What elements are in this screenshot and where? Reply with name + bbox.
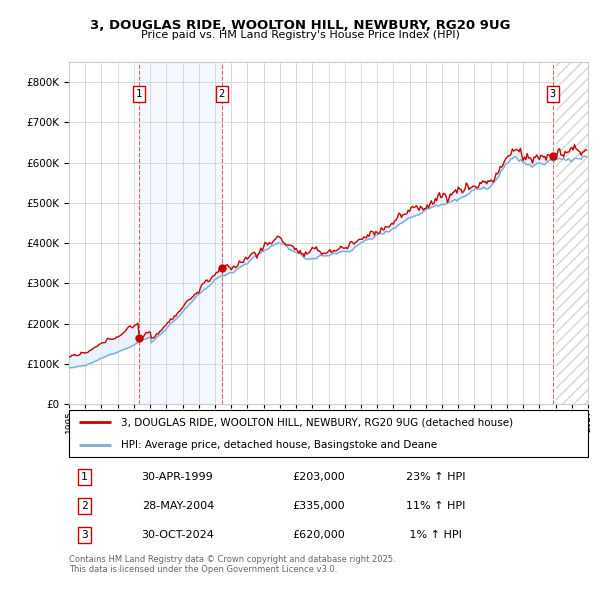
Text: HPI: Average price, detached house, Basingstoke and Deane: HPI: Average price, detached house, Basi… xyxy=(121,440,437,450)
Text: 28-MAY-2004: 28-MAY-2004 xyxy=(142,501,214,511)
Text: 1: 1 xyxy=(81,471,88,481)
Text: 1: 1 xyxy=(136,89,142,99)
Text: 30-APR-1999: 30-APR-1999 xyxy=(142,471,214,481)
Text: Price paid vs. HM Land Registry's House Price Index (HPI): Price paid vs. HM Land Registry's House … xyxy=(140,30,460,40)
Text: Contains HM Land Registry data © Crown copyright and database right 2025.
This d: Contains HM Land Registry data © Crown c… xyxy=(69,555,395,574)
Text: 3, DOUGLAS RIDE, WOOLTON HILL, NEWBURY, RG20 9UG (detached house): 3, DOUGLAS RIDE, WOOLTON HILL, NEWBURY, … xyxy=(121,417,513,427)
Text: 30-OCT-2024: 30-OCT-2024 xyxy=(142,530,215,540)
Bar xyxy=(556,62,588,404)
Text: £620,000: £620,000 xyxy=(292,530,345,540)
Text: £203,000: £203,000 xyxy=(292,471,345,481)
Bar xyxy=(556,62,588,404)
Text: 2: 2 xyxy=(218,89,225,99)
FancyBboxPatch shape xyxy=(69,410,588,457)
Text: 3: 3 xyxy=(550,89,556,99)
Text: 3, DOUGLAS RIDE, WOOLTON HILL, NEWBURY, RG20 9UG: 3, DOUGLAS RIDE, WOOLTON HILL, NEWBURY, … xyxy=(90,19,510,32)
Text: 23% ↑ HPI: 23% ↑ HPI xyxy=(406,471,466,481)
Text: 2: 2 xyxy=(81,501,88,511)
Text: 11% ↑ HPI: 11% ↑ HPI xyxy=(406,501,466,511)
Text: £335,000: £335,000 xyxy=(292,501,345,511)
Bar xyxy=(139,62,222,404)
Text: 3: 3 xyxy=(81,530,88,540)
Text: 1% ↑ HPI: 1% ↑ HPI xyxy=(406,530,462,540)
